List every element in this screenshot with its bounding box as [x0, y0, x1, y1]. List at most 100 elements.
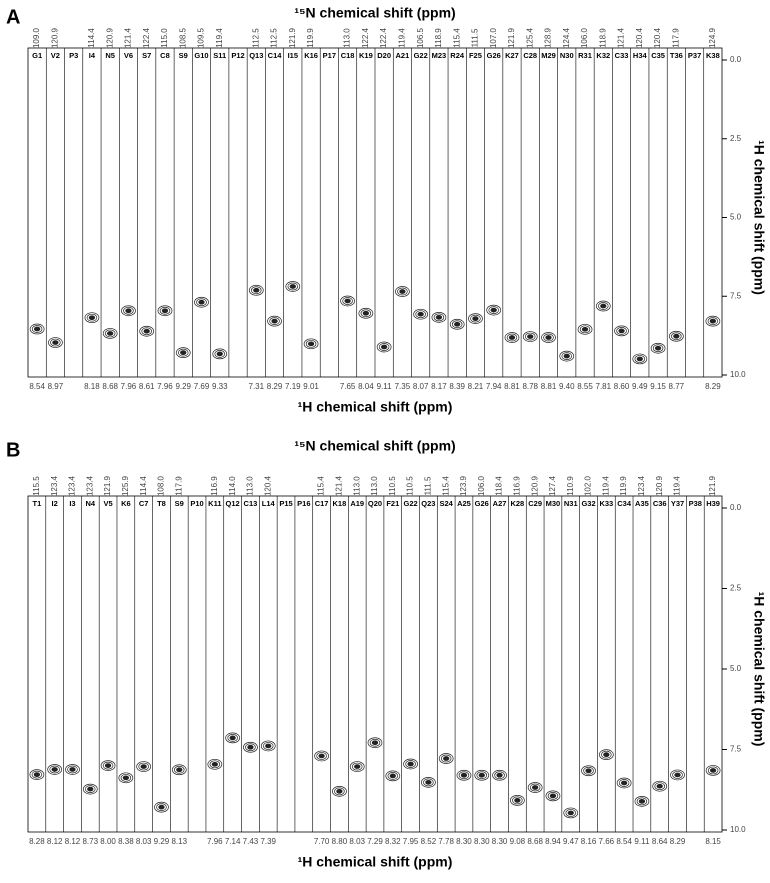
contour — [672, 771, 683, 779]
hn-peak — [65, 764, 80, 775]
n-shift: 114.0 — [228, 476, 237, 496]
residue-label: K27 — [505, 51, 519, 60]
contour — [340, 295, 355, 307]
n-shift: 109.5 — [197, 27, 206, 48]
n-shift: 120.9 — [51, 27, 60, 48]
residue-label: G26 — [487, 51, 501, 60]
residue-label: M29 — [541, 51, 556, 60]
h-shift: 8.18 — [84, 382, 100, 391]
n-shift: 120.9 — [105, 27, 114, 48]
contour — [598, 749, 614, 761]
y-tick-label: 10.0 — [730, 825, 746, 834]
residue-label: G22 — [414, 51, 428, 60]
residue-label: P37 — [688, 51, 701, 60]
n-shift: 115.4 — [317, 476, 326, 496]
residue-label: K32 — [596, 51, 610, 60]
residue-label: I3 — [69, 499, 75, 508]
h-shift: 8.73 — [82, 837, 98, 846]
contour — [318, 753, 325, 759]
contour — [378, 343, 390, 351]
hn-peak — [581, 765, 596, 777]
contour — [583, 766, 594, 775]
h-shift: 8.12 — [65, 837, 81, 846]
residue-label: P12 — [231, 51, 244, 60]
residue-label: C8 — [160, 51, 170, 60]
residue-label: I15 — [288, 51, 298, 60]
contour — [506, 333, 518, 342]
bottom-axis-title: ¹H chemical shift (ppm) — [298, 399, 453, 415]
h-shift: 8.30 — [474, 837, 490, 846]
contour — [636, 356, 643, 362]
contour — [585, 768, 592, 774]
plot-frame — [27, 495, 723, 833]
h-shift: 8.15 — [705, 837, 721, 846]
contour — [140, 764, 147, 769]
y-tick-label: 0.0 — [730, 503, 742, 512]
contour — [69, 767, 76, 772]
hn-peak — [438, 753, 454, 764]
hn-peak — [157, 305, 173, 317]
contour — [67, 765, 78, 774]
hn-peak — [632, 353, 648, 365]
contour — [118, 772, 134, 784]
contour — [709, 768, 717, 773]
contour — [104, 763, 112, 768]
panel-label: B — [6, 439, 20, 461]
contour — [48, 337, 63, 348]
contour — [620, 780, 628, 786]
contour — [136, 761, 152, 772]
contour — [214, 350, 226, 358]
contour — [334, 787, 345, 796]
h-shift: 8.55 — [577, 382, 593, 391]
contour — [269, 317, 280, 325]
residue-label: C29 — [528, 499, 542, 508]
residue-label: C13 — [244, 499, 258, 508]
contour — [125, 308, 132, 314]
y-tick-label: 7.5 — [730, 745, 742, 754]
hn-peak — [102, 328, 118, 339]
residue-label: C14 — [268, 51, 283, 60]
contour — [212, 348, 228, 360]
contour — [52, 340, 59, 345]
contour — [524, 332, 536, 341]
n-shift: 115.4 — [452, 28, 461, 48]
contour — [380, 344, 388, 350]
h-shift: 7.31 — [249, 382, 265, 391]
n-shift: 128.9 — [544, 27, 553, 48]
hn-peak — [171, 764, 187, 776]
n-shift: 120.9 — [655, 475, 664, 496]
contour — [407, 761, 414, 767]
contour — [443, 756, 450, 761]
n-shift: 114.4 — [139, 476, 148, 496]
n-shift: 116.9 — [512, 476, 521, 496]
h-shift: 8.29 — [705, 382, 721, 391]
contour — [614, 325, 629, 337]
contour — [332, 786, 347, 797]
hn-peak — [29, 769, 45, 780]
contour — [512, 796, 523, 805]
hn-peak — [139, 325, 155, 337]
contour — [84, 312, 100, 324]
hn-peak — [267, 315, 282, 327]
hn-peak — [48, 337, 63, 348]
contour — [229, 735, 236, 741]
contour — [196, 298, 207, 307]
contour — [141, 327, 152, 336]
hn-peak — [431, 312, 447, 323]
contour — [307, 341, 315, 347]
residue-label: A21 — [396, 51, 410, 60]
hn-peak — [634, 795, 650, 807]
contour — [472, 316, 479, 321]
h-shift: 8.00 — [100, 837, 116, 846]
h-shift: 8.52 — [421, 837, 437, 846]
contour — [29, 769, 45, 780]
contour — [100, 760, 116, 771]
h-shift: 7.39 — [260, 837, 276, 846]
contour — [527, 782, 543, 793]
contour — [510, 795, 525, 806]
h-shift: 8.30 — [456, 837, 472, 846]
hn-peak — [614, 325, 629, 337]
hn-peak — [652, 780, 668, 792]
contour — [175, 347, 191, 358]
contour — [285, 281, 301, 292]
